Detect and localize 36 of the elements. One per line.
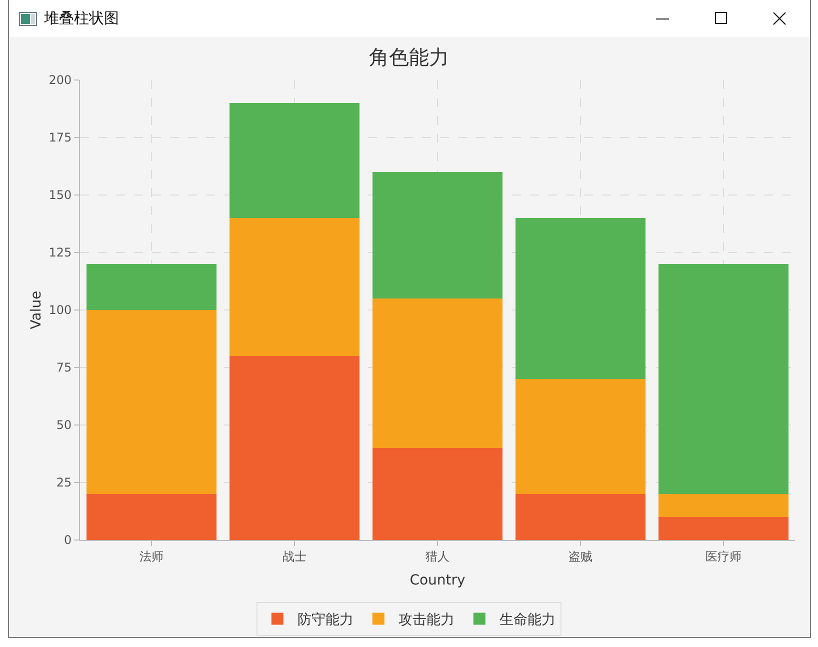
bar: [515, 494, 646, 540]
x-tick-label: 战士: [282, 549, 306, 564]
y-tick-label: 100: [48, 303, 72, 318]
y-tick-label: 175: [48, 130, 72, 145]
y-tick-label: 200: [48, 73, 72, 88]
x-tick-label: 猎人: [426, 549, 450, 564]
chart-title: 角色能力: [369, 44, 449, 69]
bar: [372, 448, 503, 540]
y-tick-label: 0: [64, 533, 72, 548]
y-tick-label: 75: [56, 360, 72, 375]
y-tick-label: 25: [56, 476, 72, 490]
bar: [515, 379, 646, 494]
bar: [658, 264, 789, 494]
bar: [229, 356, 360, 540]
legend-label: 防守能力: [297, 612, 354, 628]
x-tick-label: 法师: [140, 549, 164, 564]
y-axis-title: Value: [28, 290, 44, 330]
bar: [658, 494, 789, 517]
legend-label: 攻击能力: [398, 612, 454, 628]
bar: [372, 298, 503, 448]
x-tick-label: 医疗师: [706, 549, 742, 564]
bar: [515, 218, 646, 379]
x-tick-label: 盗贼: [568, 549, 592, 564]
bar: [658, 517, 789, 540]
bar: [86, 494, 217, 540]
y-tick-label: 125: [48, 246, 72, 260]
y-tick-label: 150: [48, 188, 72, 202]
text: 堆叠柱状图: [44, 9, 119, 28]
bar: [229, 218, 360, 356]
bar: [86, 264, 217, 310]
bar: [86, 310, 217, 494]
y-tick-label: 50: [56, 418, 72, 432]
bar: [229, 103, 360, 218]
bar: [372, 172, 503, 298]
legend-label: 生命能力: [499, 612, 556, 628]
x-axis-title: Country: [410, 572, 466, 589]
